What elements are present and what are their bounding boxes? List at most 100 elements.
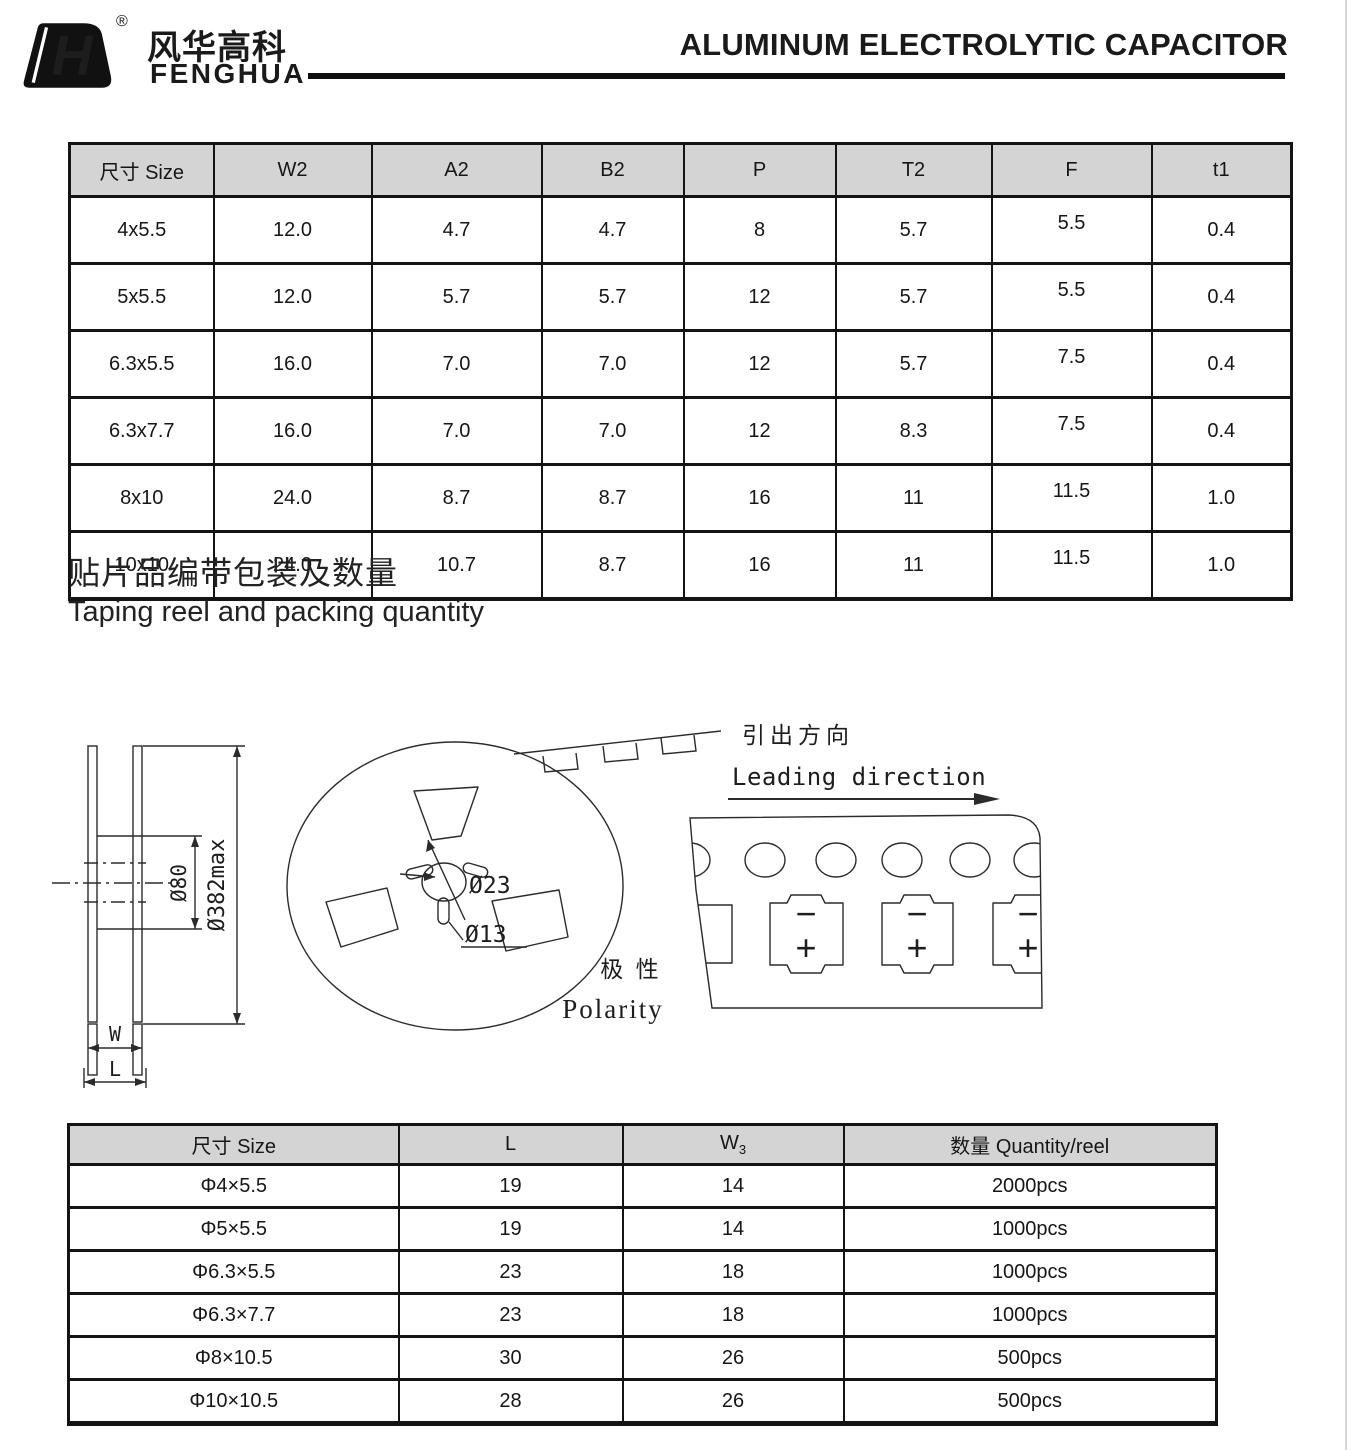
table-cell: 4.7 bbox=[540, 195, 685, 265]
table-cell: 8.3 bbox=[834, 396, 993, 466]
table-cell: 5.7 bbox=[540, 262, 685, 332]
table-cell: 7.5 bbox=[990, 329, 1153, 399]
column-header-b2: B2 bbox=[540, 142, 685, 198]
table-cell: 1000pcs bbox=[842, 1292, 1218, 1338]
leading-direction-label-cn: 引出方向 bbox=[742, 722, 854, 748]
dimension-table-header-row: 尺寸 Size W2 A2 B2 P T2 F t1 bbox=[68, 142, 1293, 198]
table-row: 5x5.5 12.0 5.7 5.7 12 5.7 5.5 0.4 bbox=[68, 262, 1293, 332]
hub-diameter-label: Ø80 bbox=[167, 864, 191, 902]
table-cell: 26 bbox=[621, 1335, 845, 1381]
column-header-a2: A2 bbox=[370, 142, 543, 198]
table-cell: 11.5 bbox=[990, 530, 1153, 601]
table-cell: 12.0 bbox=[212, 195, 373, 265]
sprocket-hole bbox=[744, 842, 786, 878]
section-title-english: Taping reel and packing quantity bbox=[68, 596, 484, 628]
table-cell: 10x10 bbox=[68, 530, 215, 601]
negative-terminal-mark: − bbox=[1017, 893, 1038, 934]
table-row: 6.3x5.5 16.0 7.0 7.0 12 5.7 7.5 0.4 bbox=[68, 329, 1293, 399]
table-cell: 18 bbox=[621, 1292, 845, 1338]
table-cell: 0.4 bbox=[1150, 396, 1293, 466]
tape-width-label: W bbox=[109, 1022, 122, 1046]
table-cell: 8.7 bbox=[540, 530, 685, 601]
table-cell: 500pcs bbox=[842, 1335, 1218, 1381]
dimension-table: 尺寸 Size W2 A2 B2 P T2 F t1 4x5.5 12.0 4.… bbox=[68, 142, 1293, 601]
capacitor-pocket bbox=[992, 894, 1042, 974]
table-cell: 11 bbox=[834, 530, 993, 601]
table-row: Φ5×5.5 19 14 1000pcs bbox=[67, 1206, 1218, 1252]
column-header-quantity: 数量 Quantity/reel bbox=[842, 1123, 1218, 1166]
reel-side-view: Ø80 Ø382max W L bbox=[52, 745, 245, 1088]
w3-label: W bbox=[719, 1132, 739, 1154]
reel-front-view: Ø23 Ø13 引出方向 Leading direction 极 性 Polar… bbox=[286, 722, 1000, 1031]
negative-terminal-mark: − bbox=[795, 893, 816, 934]
table-row: 6.3x7.7 16.0 7.0 7.0 12 8.3 7.5 0.4 bbox=[68, 396, 1293, 466]
table-cell: 16 bbox=[682, 530, 837, 601]
column-header-size: 尺寸 Size bbox=[67, 1123, 400, 1166]
column-header-p: P bbox=[682, 142, 837, 198]
table-cell: 5.7 bbox=[834, 262, 993, 332]
table-cell: 5.5 bbox=[990, 262, 1153, 332]
table-cell: 23 bbox=[397, 1249, 624, 1295]
packing-table-header-row: 尺寸 Size L W3 数量 Quantity/reel bbox=[67, 1123, 1218, 1166]
reel-packing-diagram: Ø80 Ø382max W L Ø23 bbox=[52, 722, 1043, 1088]
table-cell: 23 bbox=[397, 1292, 624, 1338]
table-cell: 18 bbox=[621, 1249, 845, 1295]
leading-direction-arrowhead bbox=[974, 793, 1000, 805]
table-cell: 14 bbox=[621, 1206, 845, 1252]
table-cell: 8 bbox=[682, 195, 837, 265]
table-cell: 19 bbox=[397, 1206, 624, 1252]
table-cell: 0.4 bbox=[1150, 329, 1293, 399]
table-cell: 5.7 bbox=[370, 262, 543, 332]
sprocket-hole bbox=[1013, 842, 1042, 878]
table-cell: 26 bbox=[621, 1378, 845, 1425]
table-cell: 10.7 bbox=[370, 530, 543, 601]
table-cell: 2000pcs bbox=[842, 1163, 1218, 1209]
brand-name-chinese: 风华高科 bbox=[147, 29, 287, 67]
table-cell: 28 bbox=[397, 1378, 624, 1425]
table-cell: 12 bbox=[682, 262, 837, 332]
table-cell: 30 bbox=[397, 1335, 624, 1381]
logo-letter: H bbox=[52, 23, 94, 86]
table-cell: 7.0 bbox=[540, 396, 685, 466]
table-row: Φ10×10.5 28 26 500pcs bbox=[67, 1378, 1218, 1425]
polarity-label-cn: 极 性 bbox=[600, 956, 661, 982]
table-cell: 4x5.5 bbox=[68, 195, 215, 265]
column-header-t2: T2 bbox=[834, 142, 993, 198]
table-row: Φ4×5.5 19 14 2000pcs bbox=[67, 1163, 1218, 1209]
table-row: Φ8×10.5 30 26 500pcs bbox=[67, 1335, 1218, 1381]
column-header-t1: t1 bbox=[1150, 142, 1293, 198]
polarity-label-en: Polarity bbox=[562, 994, 664, 1024]
table-row: Φ6.3×5.5 23 18 1000pcs bbox=[67, 1249, 1218, 1295]
table-cell: Φ10×10.5 bbox=[67, 1378, 400, 1425]
brand-name-english: FENGHUA bbox=[150, 58, 306, 89]
sprocket-hole bbox=[815, 842, 857, 878]
column-header-w2: W2 bbox=[212, 142, 373, 198]
capacitor-pocket bbox=[690, 904, 733, 964]
page-edge-line bbox=[1345, 0, 1347, 1450]
table-cell: 6.3x7.7 bbox=[68, 396, 215, 466]
table-cell: 6.3x5.5 bbox=[68, 329, 215, 399]
sprocket-hole bbox=[881, 842, 923, 878]
page-title: ALUMINUM ELECTROLYTIC CAPACITOR bbox=[679, 27, 1288, 62]
column-header-l: L bbox=[397, 1123, 624, 1166]
table-cell: 7.0 bbox=[540, 329, 685, 399]
table-cell: 5x5.5 bbox=[68, 262, 215, 332]
table-cell: 0.4 bbox=[1150, 262, 1293, 332]
table-cell: 7.0 bbox=[370, 329, 543, 399]
table-cell: 12 bbox=[682, 396, 837, 466]
positive-terminal-mark: + bbox=[795, 927, 816, 968]
table-cell: 0.4 bbox=[1150, 195, 1293, 265]
table-cell: 5.7 bbox=[834, 329, 993, 399]
table-cell: 8.7 bbox=[540, 463, 685, 533]
table-cell: 5.5 bbox=[990, 195, 1153, 265]
packing-table: 尺寸 Size L W3 数量 Quantity/reel Φ4×5.5 19 … bbox=[67, 1123, 1218, 1426]
table-cell: 1000pcs bbox=[842, 1206, 1218, 1252]
table-cell: 12 bbox=[682, 329, 837, 399]
w3-subscript: 3 bbox=[738, 1142, 747, 1157]
title-underline bbox=[308, 73, 1285, 79]
registered-trademark-mark: ® bbox=[116, 13, 128, 30]
table-cell: Φ6.3×7.7 bbox=[67, 1292, 400, 1338]
table-cell: 4.7 bbox=[370, 195, 543, 265]
negative-terminal-mark: − bbox=[906, 893, 927, 934]
